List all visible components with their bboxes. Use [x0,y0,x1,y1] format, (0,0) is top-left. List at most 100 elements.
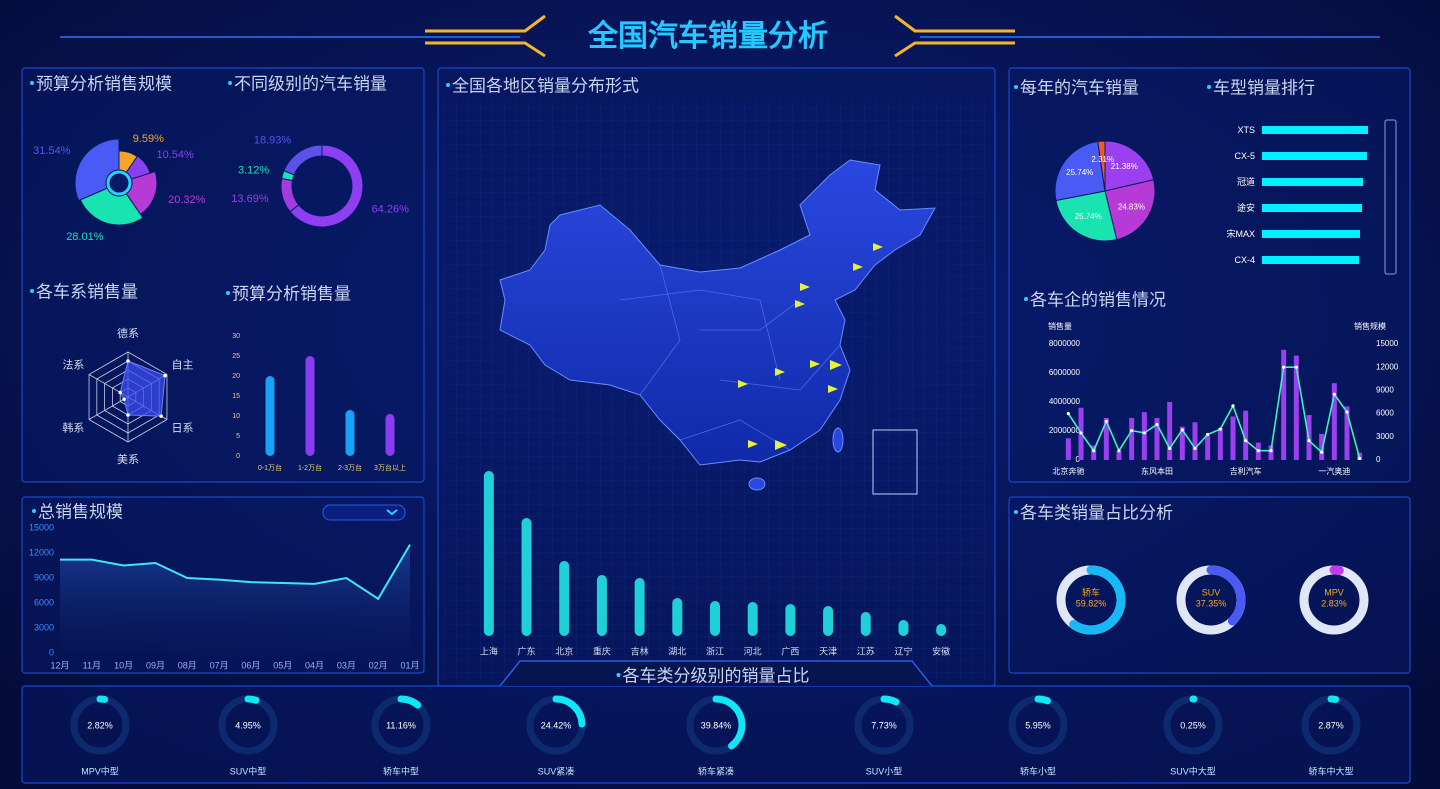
gauge-category: SUV [1202,587,1221,597]
bar [596,575,607,636]
y-tick-label: 0 [1076,455,1081,464]
bar [747,602,758,636]
line-point [1320,450,1324,454]
line-point [1218,427,1222,431]
x-tick-label: 安徽 [932,645,950,656]
pie-label: 25.74% [1075,212,1102,221]
line-point [1231,404,1235,408]
pie-slice [74,138,120,202]
gauge-value: 2.83% [1321,598,1347,608]
x-tick-label: 北京 [555,645,573,656]
header-decoration [60,14,1380,58]
bar [1141,412,1147,460]
bar [1262,204,1362,212]
radar-point [163,373,167,378]
pie-slice [283,144,323,176]
bar-label: XTS [1237,125,1255,135]
x-tick-label: 0-1万台 [258,463,282,472]
x-tick-label: 一汽奥迪 [1318,466,1350,476]
panel-title: 各车类分级别的销量占比 [623,666,810,685]
area-fill [60,544,410,653]
bar [1217,428,1223,460]
bar [1129,417,1135,460]
line-point [1130,429,1134,433]
title-bullet [30,289,34,293]
x-tick-label: 天津 [819,646,837,656]
panel-title: 全国各地区销量分布形式 [452,76,639,95]
x-tick-label: 11月 [83,660,101,670]
bar [1192,422,1198,460]
y-tick-label: 15000 [29,522,54,532]
panel-title: 各车系销售量 [36,282,138,301]
gauge-value: 37.35% [1196,598,1227,608]
pie-label: 2.31% [1091,155,1114,164]
bar [860,612,871,636]
y2-axis-title: 销售规模 [1354,321,1386,331]
bar [1281,349,1287,460]
line-point [1206,432,1210,437]
radar-point [159,414,163,418]
gauge-arc [244,695,260,704]
pie-label: 24.83% [1118,202,1145,211]
period-dropdown[interactable] [322,504,406,521]
title-bullet [228,81,232,85]
y-tick-label: 3000 [34,622,54,632]
title-bullet [30,81,34,85]
radar-point [122,397,126,402]
bar [1262,126,1368,134]
line-point [1180,428,1184,432]
radar-label: 韩系 [62,420,84,434]
x-tick-label: 辽宁 [894,645,912,656]
pie-label: 13.69% [231,193,269,205]
gauge-value: 7.73% [871,720,897,730]
bar [265,376,275,456]
line-point [1332,392,1336,396]
y-tick-label: 9000 [34,572,54,582]
y-tick-label: 6000 [34,597,54,607]
radar-point [118,390,123,395]
gauge-value: 2.87% [1318,720,1344,730]
x-tick-label: 江苏 [857,645,875,656]
rank-scrollbar[interactable] [1384,119,1397,275]
line-point [1358,456,1362,461]
x-tick-label: 1-2万台 [298,463,322,472]
title-bullet [32,509,36,513]
x-tick-label: 吉林 [631,645,649,656]
y2-tick-label: 15000 [1376,339,1399,348]
line [60,544,411,601]
x-tick-label: 07月 [210,660,229,670]
pie-slice [79,187,144,226]
y-tick-label: 30 [232,333,240,340]
bar [1065,438,1071,460]
y-tick-label: 20 [232,373,240,380]
x-tick-label: 湖北 [668,646,686,656]
title-bullet [446,83,450,87]
y-tick-label: 0 [236,453,240,460]
bar-label: 途安 [1237,202,1255,213]
radar-label: 法系 [62,357,84,371]
bar [898,620,909,636]
x-tick-label: 01月 [400,660,419,670]
line-point [1142,431,1146,435]
gauge-value: 39.84% [701,720,732,730]
gauge-category: 轿车紧凑 [698,765,734,776]
bar [634,578,645,636]
x-tick-label: 05月 [273,660,292,670]
x-tick-label: 东风本田 [1141,466,1173,476]
line-point [1256,449,1260,453]
line-point [1155,422,1159,427]
x-tick-label: 09月 [146,660,165,670]
bottom-title-tab [499,660,933,687]
x-tick-label: 02月 [369,660,388,670]
gauge-value: 4.95% [235,720,261,730]
bar [385,414,395,456]
radar-label: 自主 [172,358,194,371]
pie-label: 20.32% [168,194,206,206]
radar-point [126,359,130,363]
bar [785,604,796,636]
bar [1167,402,1173,460]
bar [823,606,834,636]
bar [1293,355,1299,460]
title-bullet [616,673,621,677]
